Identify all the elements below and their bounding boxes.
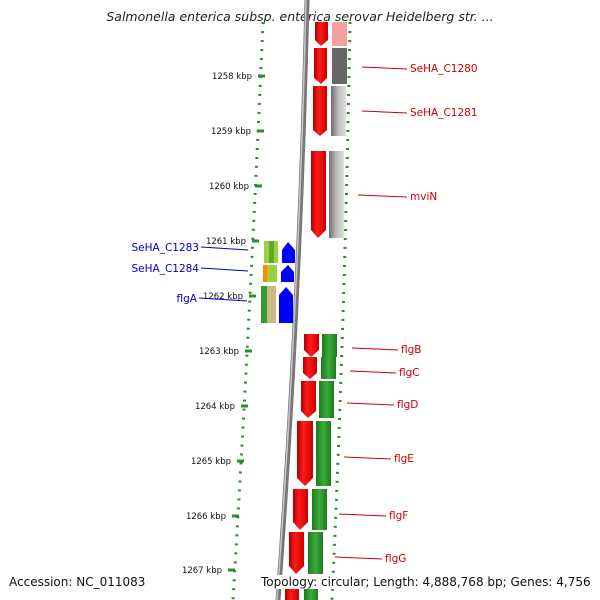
- gene-label-flgE[interactable]: flgE: [394, 453, 414, 465]
- gene-label-flgD[interactable]: flgD: [397, 399, 418, 411]
- cog-block: [261, 286, 267, 323]
- gene-arrow-flgF[interactable]: [293, 489, 308, 530]
- label-leader-line: [361, 66, 408, 70]
- cog-block: [312, 489, 327, 530]
- gene-arrow-flgC[interactable]: [303, 357, 317, 379]
- outer-ring-right: [330, 21, 352, 600]
- label-leader-line: [200, 246, 249, 251]
- gene-label-flgF[interactable]: flgF: [389, 510, 408, 522]
- gene-label-mviN[interactable]: mviN: [410, 191, 437, 203]
- ruler-tick-label: 1259 kbp: [211, 127, 251, 137]
- category-track: [304, 22, 347, 600]
- gene-arrow-topmost[interactable]: [315, 22, 328, 46]
- reverse-strand-genes: [261, 241, 295, 323]
- ruler-tick-label: 1260 kbp: [209, 182, 249, 192]
- gene-label-SeHA_C1280[interactable]: SeHA_C1280: [410, 63, 478, 75]
- gene-labels: SeHA_C1280 SeHA_C1281 mviN flgB flgC flgD flgE…: [131, 63, 477, 565]
- gene-label-flgB[interactable]: flgB: [401, 344, 421, 356]
- gene-label-SeHA_C1281[interactable]: SeHA_C1281: [410, 107, 478, 119]
- forward-strand-genes: [285, 22, 328, 600]
- cog-block: [322, 334, 337, 357]
- backbone-highlight: [276, 0, 307, 600]
- label-leader-line: [200, 267, 249, 272]
- ruler-tick-label: 1263 kbp: [199, 347, 239, 357]
- label-leader-line: [349, 370, 397, 374]
- cog-block: [321, 357, 336, 379]
- label-leader-line: [338, 513, 387, 517]
- cog-block: [263, 265, 267, 282]
- ruler-tick-label: 1265 kbp: [191, 457, 231, 467]
- label-leader-line: [361, 110, 408, 114]
- label-leader-line: [343, 456, 392, 460]
- ruler-tick-label: 1258 kbp: [212, 72, 252, 82]
- cog-block: [332, 22, 347, 46]
- label-leader-line: [334, 556, 383, 560]
- label-leader-line: [351, 347, 399, 351]
- gene-arrow-SeHA_C1280[interactable]: [314, 48, 327, 84]
- gene-label-SeHA_C1283[interactable]: SeHA_C1283: [131, 242, 199, 254]
- gene-arrow-flgB[interactable]: [304, 334, 319, 357]
- ruler-tick-label: 1264 kbp: [195, 402, 235, 412]
- ruler-tick-label: 1262 kbp: [203, 292, 243, 302]
- gene-arrow-mviN[interactable]: [311, 151, 326, 238]
- ruler-tick-label: 1261 kbp: [206, 237, 246, 247]
- label-leader-line: [357, 194, 408, 198]
- gene-arrow-flgA[interactable]: [279, 287, 293, 323]
- ruler-tick-label: 1267 kbp: [182, 566, 222, 576]
- cog-block: [329, 151, 344, 238]
- cog-block: [319, 381, 334, 418]
- label-leader-line: [346, 402, 395, 406]
- backbone-line: [275, 0, 310, 600]
- gene-label-flgA[interactable]: flgA: [177, 293, 198, 305]
- map-title: Salmonella enterica subsp. enterica sero…: [106, 9, 494, 24]
- gene-arrow-flgE[interactable]: [297, 421, 313, 486]
- gene-arrow-flgG[interactable]: [289, 532, 304, 574]
- cog-block: [316, 421, 331, 486]
- gene-arrow-SeHA_C1284[interactable]: [281, 265, 294, 282]
- cog-block: [269, 241, 274, 263]
- cog-block: [308, 532, 323, 574]
- ruler-tick-label: 1266 kbp: [186, 512, 226, 522]
- outer-ring-left: [231, 21, 265, 600]
- gene-arrow-SeHA_C1283[interactable]: [282, 242, 295, 263]
- gene-arrow-SeHA_C1281[interactable]: [313, 86, 327, 136]
- accession-text: Accession: NC_011083: [7, 575, 148, 589]
- label-leaders: [198, 66, 408, 560]
- gene-label-flgG[interactable]: flgG: [385, 553, 406, 565]
- cog-block: [331, 86, 346, 136]
- cog-block: [332, 48, 347, 84]
- gene-label-flgC[interactable]: flgC: [399, 367, 420, 379]
- genome-stats-text: Topology: circular; Length: 4,888,768 bp…: [259, 575, 593, 589]
- gene-label-SeHA_C1284[interactable]: SeHA_C1284: [131, 263, 199, 275]
- label-leader-line: [198, 297, 248, 302]
- gene-arrow-flgD[interactable]: [301, 381, 316, 418]
